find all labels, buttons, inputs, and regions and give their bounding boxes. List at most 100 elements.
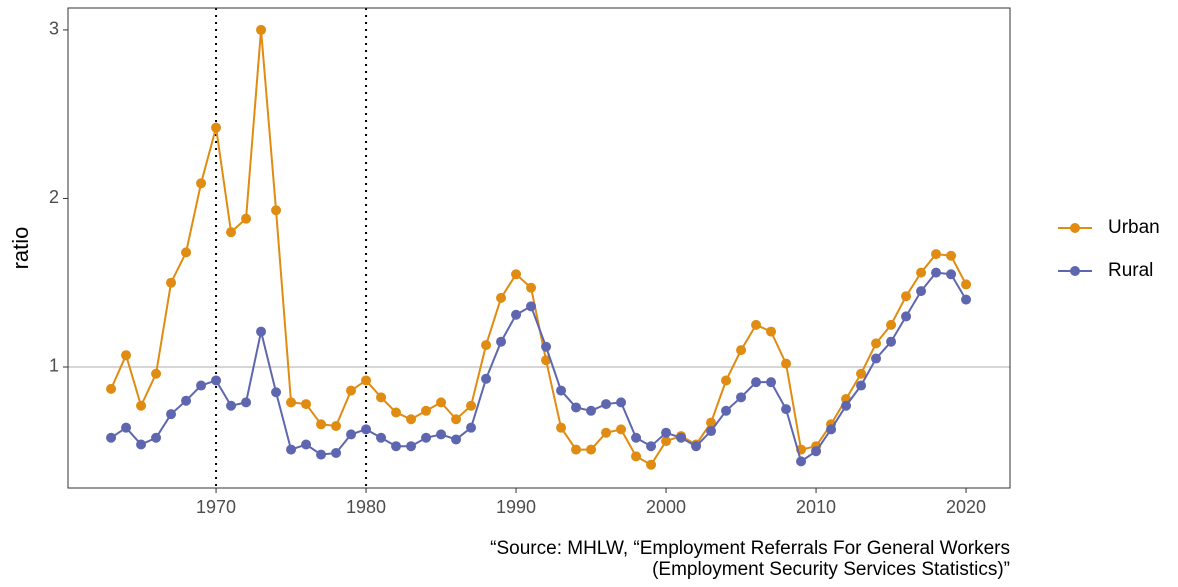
data-point [766, 377, 777, 388]
data-point [661, 427, 672, 438]
data-point [931, 249, 942, 260]
data-point [406, 414, 417, 425]
data-point [286, 397, 297, 408]
data-point [961, 279, 972, 290]
data-point [916, 286, 927, 297]
data-point [811, 446, 822, 457]
data-point [676, 432, 687, 443]
data-point [706, 417, 717, 428]
data-point [766, 326, 777, 337]
data-point [391, 407, 402, 418]
data-point [391, 441, 402, 452]
data-point [121, 350, 132, 361]
y-axis-label: ratio [8, 227, 33, 270]
data-point [886, 336, 897, 347]
data-point [346, 385, 357, 396]
data-point [346, 429, 357, 440]
data-point [751, 319, 762, 330]
data-point [316, 419, 327, 430]
data-point [556, 385, 567, 396]
data-point [151, 368, 162, 379]
data-point [586, 405, 597, 416]
data-point [946, 250, 957, 261]
legend-label: Rural [1108, 260, 1153, 281]
data-point [901, 291, 912, 302]
data-point [271, 205, 282, 216]
data-point [331, 447, 342, 458]
data-point [826, 424, 837, 435]
data-point [646, 459, 657, 470]
data-point [166, 277, 177, 288]
x-tick-label: 1970 [196, 497, 236, 517]
data-point [181, 395, 192, 406]
data-point [511, 269, 522, 280]
data-point [376, 432, 387, 443]
data-point [481, 340, 492, 351]
data-point [856, 380, 867, 391]
data-point [316, 449, 327, 460]
data-point [796, 456, 807, 467]
data-point [196, 178, 207, 189]
data-point [931, 267, 942, 278]
y-tick-label: 1 [49, 356, 59, 376]
data-point [451, 434, 462, 445]
data-point [436, 429, 447, 440]
data-point [856, 368, 867, 379]
data-point [211, 122, 222, 133]
x-tick-label: 2010 [796, 497, 836, 517]
data-point [571, 402, 582, 413]
x-tick-label: 1990 [496, 497, 536, 517]
data-point [871, 353, 882, 364]
data-point [376, 392, 387, 403]
caption: “Source: MHLW, “Employment Referrals For… [490, 538, 1010, 559]
data-point [106, 432, 117, 443]
data-point [601, 399, 612, 410]
data-point [196, 380, 207, 391]
data-point [586, 444, 597, 455]
caption: (Employment Security Services Statistics… [652, 559, 1010, 580]
data-point [301, 439, 312, 450]
data-point [721, 405, 732, 416]
data-point [556, 422, 567, 433]
data-point [496, 336, 507, 347]
data-point [571, 444, 582, 455]
data-point [526, 301, 537, 312]
data-point [961, 294, 972, 305]
data-point [781, 404, 792, 415]
data-point [616, 424, 627, 435]
data-point [361, 424, 372, 435]
data-point [406, 441, 417, 452]
data-point [691, 441, 702, 452]
data-point [421, 432, 432, 443]
data-point [841, 400, 852, 411]
data-point [436, 397, 447, 408]
data-point [736, 345, 747, 356]
data-point [256, 24, 267, 35]
legend-label: Urban [1108, 217, 1160, 238]
data-point [226, 400, 237, 411]
data-point [241, 397, 252, 408]
data-point [781, 358, 792, 369]
x-tick-label: 1980 [346, 497, 386, 517]
series-line [110, 271, 967, 463]
data-point [241, 213, 252, 224]
data-point [631, 451, 642, 462]
data-point [226, 227, 237, 238]
data-point [496, 292, 507, 303]
data-point [451, 414, 462, 425]
data-point [736, 392, 747, 403]
data-point [211, 375, 222, 386]
legend-marker [1070, 266, 1080, 276]
data-point [541, 341, 552, 352]
data-point [286, 444, 297, 455]
data-point [721, 375, 732, 386]
data-point [526, 282, 537, 293]
data-point [421, 405, 432, 416]
data-point [706, 426, 717, 437]
data-point [616, 397, 627, 408]
data-point [271, 387, 282, 398]
data-point [106, 383, 117, 394]
data-point [181, 247, 192, 258]
